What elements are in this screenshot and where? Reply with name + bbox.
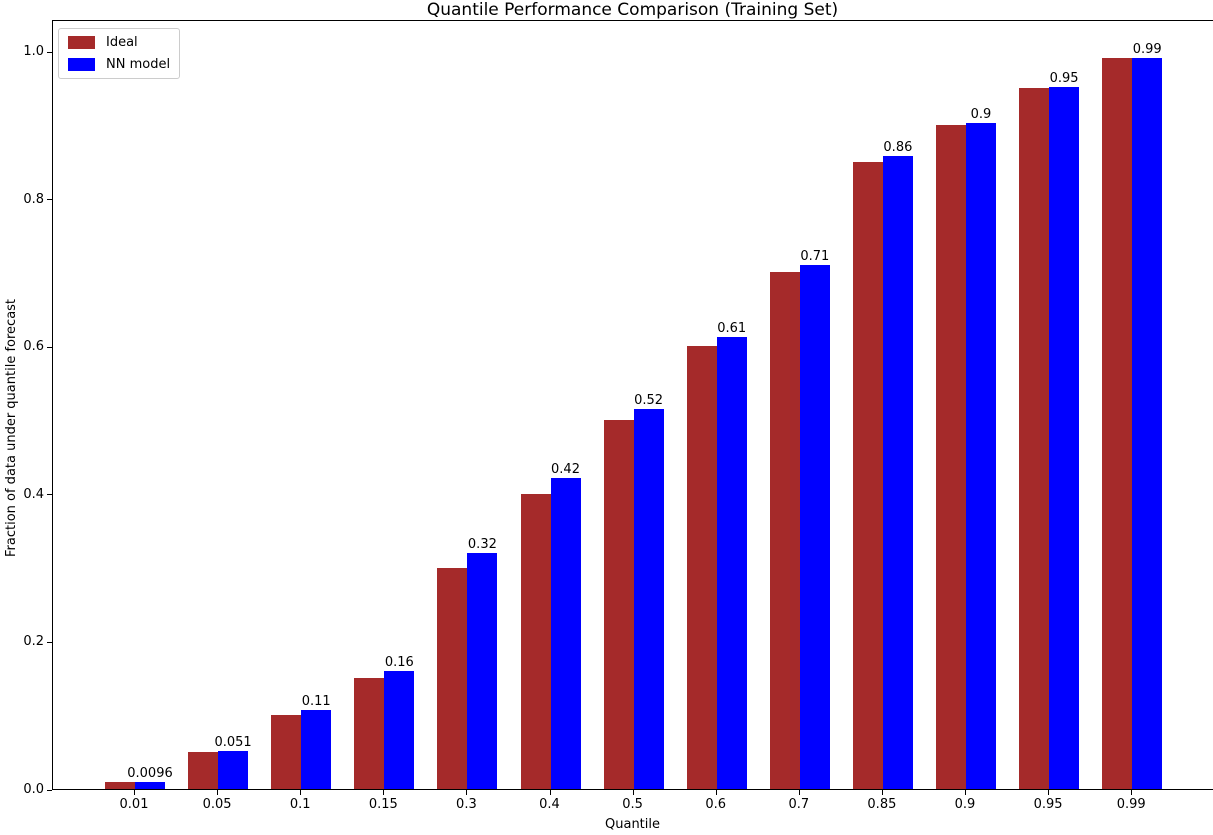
bar-value-label: 0.9 (970, 107, 992, 123)
bar-ideal (769, 272, 800, 789)
y-tick-label: 0.6 (23, 339, 44, 355)
bar-ideal (936, 124, 966, 789)
y-tick-mark (47, 51, 52, 53)
x-tick-mark (965, 790, 966, 795)
bar-ideal (686, 346, 717, 789)
x-tick-label: 0.6 (705, 797, 727, 812)
y-axis-label: Fraction of data under quantile forecast (4, 298, 19, 558)
bar-nn-model (550, 478, 581, 789)
bar-value-label: 0.32 (467, 536, 497, 552)
bar-nn-model (966, 123, 996, 789)
bar-nn-model (135, 781, 165, 789)
bar-ideal (1102, 58, 1133, 789)
legend-item-nn-model: NN model (68, 57, 170, 72)
x-tick-label: 0.7 (788, 797, 810, 812)
y-tick-mark (47, 494, 52, 496)
bar-ideal (520, 493, 551, 789)
bar-ideal (1019, 87, 1050, 789)
x-tick-mark (134, 790, 135, 795)
y-tick-mark (47, 789, 52, 791)
bar-value-label: 0.16 (384, 654, 414, 670)
x-tick-mark (715, 790, 717, 795)
bar-ideal (852, 161, 883, 789)
bar-value-label: 0.0096 (127, 765, 173, 781)
x-tick-mark (1048, 790, 1050, 795)
bar-ideal (271, 715, 302, 789)
bar-nn-model (716, 337, 747, 789)
bar-value-label: 0.11 (301, 694, 331, 710)
x-tick-mark (466, 790, 468, 795)
x-tick-label: 0.9 (954, 797, 976, 812)
x-tick-label: 0.01 (119, 797, 149, 812)
bar-value-label: 0.86 (883, 139, 913, 155)
y-tick-label: 0.4 (23, 486, 44, 502)
x-tick-label: 0.5 (622, 797, 643, 812)
bar-value-label: 0.52 (634, 392, 664, 408)
legend-swatch-nn-model-icon (68, 58, 95, 71)
x-tick-mark (383, 790, 385, 795)
legend: Ideal NN model (58, 28, 181, 79)
bar-value-label: 0.42 (551, 462, 580, 478)
y-tick-mark (47, 199, 52, 201)
bar-ideal (603, 420, 634, 789)
x-tick-label: 0.85 (867, 797, 897, 812)
x-tick-mark (549, 790, 551, 795)
legend-label-nn-model: NN model (106, 57, 171, 72)
y-tick-label: 1.0 (23, 44, 44, 59)
bar-value-label: 0.051 (214, 735, 252, 751)
legend-swatch-ideal-icon (68, 36, 95, 49)
bar-value-label: 0.95 (1049, 71, 1079, 87)
bar-nn-model (1049, 87, 1080, 789)
x-tick-mark (632, 790, 634, 795)
bar-ideal (437, 567, 468, 789)
x-tick-mark (798, 790, 800, 795)
bar-nn-model (384, 670, 415, 789)
legend-label-ideal: Ideal (106, 35, 138, 50)
legend-item-ideal: Ideal (68, 35, 170, 50)
bar-ideal (105, 781, 135, 789)
x-tick-label: 0.05 (202, 797, 232, 812)
plot-area: 0.0096 0.051 0.11 0.16 0.32 0.42 0.52 0.61 0.71 0… (52, 20, 1213, 790)
bar-nn-model (301, 710, 332, 789)
x-tick-mark (1131, 790, 1133, 795)
bar-nn-model (882, 155, 913, 789)
x-tick-label: 0.3 (456, 797, 477, 812)
x-tick-mark (300, 790, 302, 795)
x-tick-label: 0.99 (1116, 797, 1146, 812)
x-tick-mark (217, 790, 219, 795)
bar-ideal (188, 752, 219, 789)
x-tick-label: 0.1 (289, 797, 311, 812)
bar-value-label: 0.99 (1132, 42, 1162, 58)
bar-ideal (354, 678, 385, 789)
bar-nn-model (1132, 58, 1163, 789)
bar-value-label: 0.71 (800, 249, 830, 265)
bar-value-label: 0.61 (717, 321, 747, 337)
x-tick-label: 0.15 (368, 797, 398, 812)
chart-title: Quantile Performance Comparison (Trainin… (426, 0, 839, 20)
bar-nn-model (633, 408, 664, 789)
x-axis-label: Quantile (605, 817, 660, 832)
y-tick-label: 0.0 (23, 782, 44, 797)
y-tick-label: 0.8 (23, 191, 44, 207)
x-tick-label: 0.4 (539, 797, 560, 812)
x-tick-mark (881, 790, 883, 795)
bar-nn-model (218, 751, 249, 789)
y-tick-label: 0.2 (23, 634, 44, 650)
y-tick-mark (47, 641, 52, 643)
bar-nn-model (799, 265, 830, 789)
x-tick-label: 0.95 (1033, 797, 1063, 812)
y-tick-mark (47, 346, 52, 348)
bar-nn-model (467, 552, 498, 789)
